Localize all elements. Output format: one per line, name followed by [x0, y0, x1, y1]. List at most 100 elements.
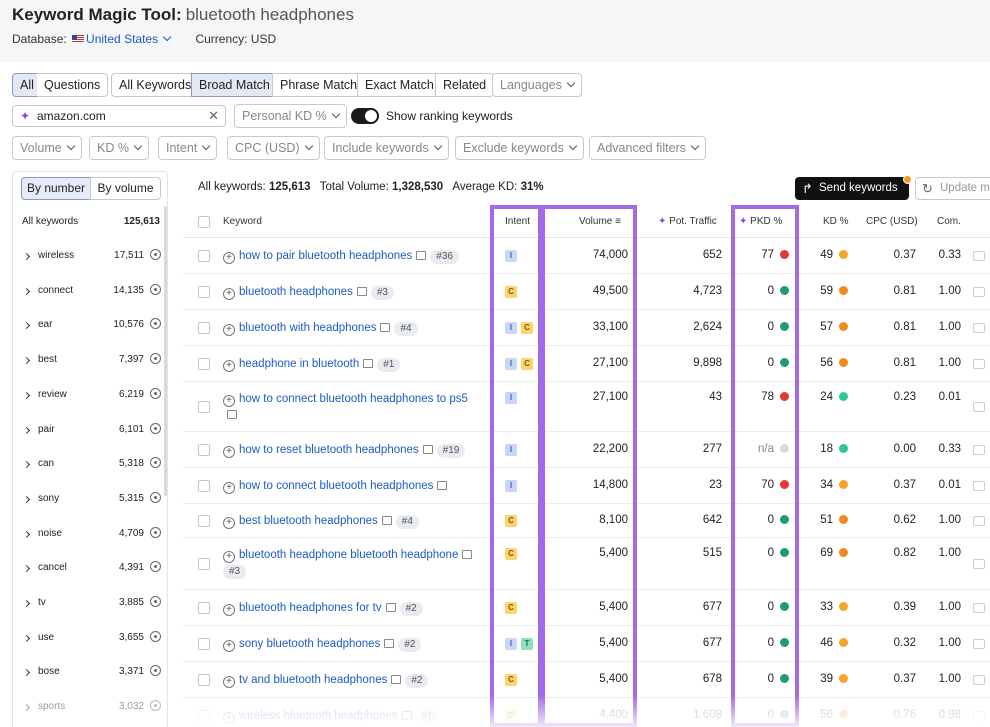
database-select[interactable]: United States	[86, 32, 172, 46]
eye-icon[interactable]	[150, 596, 161, 607]
sidebar-group-item[interactable]: connect 14,135	[22, 283, 162, 305]
eye-icon[interactable]	[150, 318, 161, 330]
chevron-right-icon[interactable]	[22, 634, 31, 642]
show-ranking-toggle[interactable]	[351, 108, 379, 124]
add-icon[interactable]: +	[223, 324, 235, 336]
serp-features-icon[interactable]	[973, 287, 985, 297]
serp-features-icon[interactable]	[973, 639, 985, 649]
chevron-right-icon[interactable]	[22, 252, 31, 261]
update-metrics-button[interactable]: ↻ Update m	[915, 177, 990, 200]
chevron-right-icon[interactable]	[22, 357, 31, 365]
chevron-right-icon[interactable]	[22, 530, 31, 538]
row-checkbox[interactable]	[198, 480, 210, 492]
add-icon[interactable]: +	[223, 640, 235, 652]
keyword-link[interactable]: bluetooth headphone bluetooth headphone	[239, 549, 459, 561]
table-row[interactable]: + bluetooth headphones #3 C 49,500 4,723 0 59 0.…	[183, 274, 990, 310]
sidebar-group-item[interactable]: bose 3,371	[22, 665, 162, 686]
sidebar-group-item[interactable]: can 5,318	[22, 457, 162, 478]
add-icon[interactable]: +	[223, 517, 235, 529]
serp-features-icon[interactable]	[973, 603, 985, 613]
col-keyword[interactable]: Keyword	[223, 216, 262, 227]
sidebar-group-item[interactable]: tv 3,885	[22, 596, 162, 617]
eye-icon[interactable]	[150, 665, 161, 677]
sidebar-all-keywords[interactable]: All keywords 125,613	[22, 216, 160, 227]
add-icon[interactable]: +	[223, 288, 235, 300]
serp-icon[interactable]	[363, 359, 374, 368]
tab-related[interactable]: Related	[435, 73, 495, 97]
add-icon[interactable]: +	[223, 252, 235, 264]
eye-icon[interactable]	[150, 630, 161, 642]
serp-features-icon[interactable]	[973, 481, 985, 491]
eye-icon[interactable]	[150, 422, 161, 434]
sidebar-group-item[interactable]: noise 4,709	[22, 526, 162, 548]
serp-features-icon[interactable]	[973, 251, 985, 261]
sidebar-group-item[interactable]: review 6,219	[22, 387, 162, 409]
chevron-right-icon[interactable]	[22, 565, 31, 573]
row-checkbox[interactable]	[198, 401, 210, 413]
keyword-link[interactable]: how to connect bluetooth headphones	[239, 480, 434, 492]
serp-icon[interactable]	[380, 323, 391, 332]
keyword-link[interactable]: how to reset bluetooth headphones	[239, 444, 419, 456]
tab-all-keywords[interactable]: All Keywords	[111, 73, 200, 97]
add-icon[interactable]: +	[223, 360, 235, 372]
tab-phrase-match[interactable]: Phrase Match	[272, 73, 366, 97]
keyword-link[interactable]: how to connect bluetooth headphones to p…	[239, 393, 468, 405]
keyword-link[interactable]: bluetooth with headphones	[239, 322, 377, 334]
filter-exclude[interactable]: Exclude keywords	[455, 136, 584, 160]
add-icon[interactable]: +	[223, 482, 235, 494]
sidebar-group-item[interactable]: ear 10,576	[22, 318, 162, 339]
chevron-right-icon[interactable]	[22, 704, 31, 712]
filter-kd[interactable]: KD %	[89, 136, 149, 160]
sidebar-scrollbar[interactable]	[164, 206, 167, 496]
sidebar-group-item[interactable]: cancel 4,391	[22, 561, 162, 582]
table-row[interactable]: + how to connect bluetooth headphones to …	[183, 382, 990, 432]
serp-features-icon[interactable]	[973, 516, 985, 526]
sidebar-group-item[interactable]: best 7,397	[22, 353, 162, 374]
col-com[interactable]: Com.	[937, 216, 961, 227]
chevron-right-icon[interactable]	[22, 426, 31, 434]
sidebar-group-item[interactable]: sports 3,032	[22, 700, 162, 721]
filter-include[interactable]: Include keywords	[324, 136, 449, 160]
eye-icon[interactable]	[150, 491, 161, 503]
tab-exact-match[interactable]: Exact Match	[357, 73, 442, 97]
domain-input[interactable]: ✦ amazon.com ✕	[12, 105, 226, 127]
serp-icon[interactable]	[227, 410, 237, 419]
table-row[interactable]: + how to reset bluetooth headphones #19 I 22…	[183, 432, 990, 468]
add-icon[interactable]: +	[223, 551, 235, 563]
filter-volume[interactable]: Volume	[12, 136, 82, 160]
select-all-checkbox[interactable]	[198, 216, 210, 228]
table-row[interactable]: + bluetooth headphones for tv #2 C 5,400 677 0…	[183, 590, 990, 626]
eye-icon[interactable]	[150, 526, 161, 538]
col-pkd[interactable]: ✦ PKD %	[739, 216, 782, 227]
table-row[interactable]: + best bluetooth headphones #4 C 8,100 642 0 51…	[183, 504, 990, 538]
col-traffic[interactable]: ✦ Pot. Traffic	[658, 216, 717, 227]
languages-select[interactable]: Languages	[492, 73, 582, 97]
keyword-link[interactable]: how to pair bluetooth headphones	[239, 250, 413, 262]
tab-broad-match[interactable]: Broad Match	[191, 73, 278, 97]
row-checkbox[interactable]	[198, 638, 210, 650]
serp-icon[interactable]	[385, 603, 396, 612]
chevron-right-icon[interactable]	[22, 322, 31, 330]
keyword-link[interactable]: bluetooth headphones for tv	[239, 602, 382, 614]
table-row[interactable]: + sony bluetooth headphones #2 I T 5,400 677 0 4…	[183, 626, 990, 662]
eye-icon[interactable]	[150, 561, 161, 573]
serp-features-icon[interactable]	[973, 359, 985, 369]
row-checkbox[interactable]	[198, 558, 210, 570]
table-row[interactable]: + headphone in bluetooth #1 I C 27,100 9,898 0 5…	[183, 346, 990, 382]
database-value[interactable]: United States	[86, 32, 159, 46]
table-row[interactable]: + how to pair bluetooth headphones #36 I 74,…	[183, 238, 990, 274]
serp-features-icon[interactable]	[973, 675, 985, 685]
tab-all[interactable]: All	[12, 73, 42, 97]
eye-icon[interactable]	[150, 353, 161, 365]
row-checkbox[interactable]	[198, 444, 210, 456]
serp-icon[interactable]	[381, 516, 392, 525]
serp-icon[interactable]	[422, 445, 433, 454]
keyword-link[interactable]: best bluetooth headphones	[239, 515, 378, 527]
row-checkbox[interactable]	[198, 358, 210, 370]
row-checkbox[interactable]	[198, 515, 210, 527]
serp-icon[interactable]	[462, 550, 473, 559]
serp-icon[interactable]	[391, 675, 402, 684]
eye-icon[interactable]	[150, 457, 161, 469]
row-checkbox[interactable]	[198, 250, 210, 262]
col-volume[interactable]: Volume ≡	[579, 216, 621, 227]
